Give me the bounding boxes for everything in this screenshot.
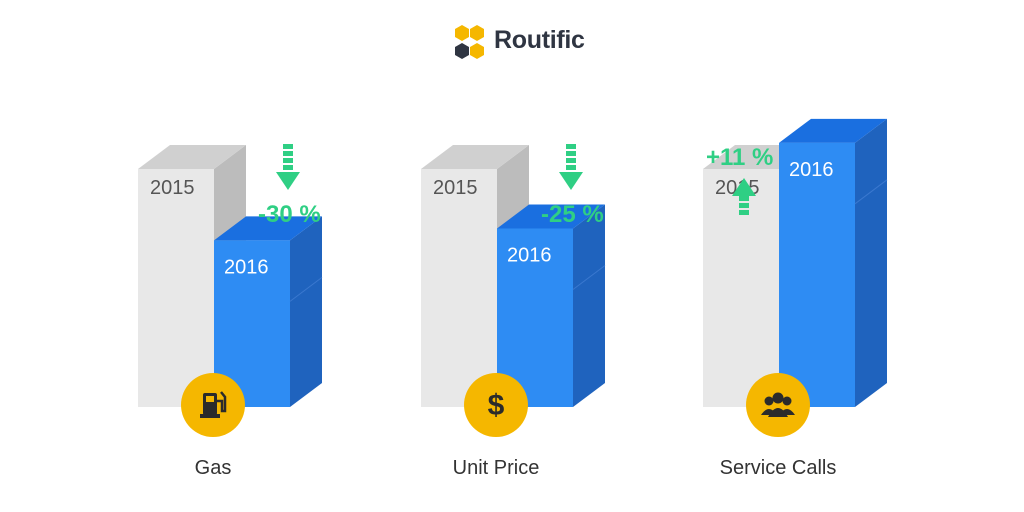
change-label: +11 % <box>706 144 773 171</box>
bar-2016 <box>779 142 855 407</box>
people-icon-body-center <box>768 408 788 417</box>
bar-2016-edge <box>572 265 606 290</box>
bar-2016-label: 2016 <box>507 245 552 267</box>
bar-2016-label: 2016 <box>789 159 834 181</box>
bar-2015-label: 2015 <box>150 177 195 199</box>
arrow-down-segment <box>283 158 293 163</box>
dollar-icon: $ <box>488 389 505 422</box>
bar-2016-side <box>290 216 322 407</box>
bar-2016-top <box>497 204 605 229</box>
arrow-down-segment <box>283 165 293 170</box>
gas-pump-window <box>206 396 214 402</box>
brand-name: Routific <box>494 26 585 54</box>
category-label: Gas <box>195 457 232 479</box>
bar-2015 <box>421 169 497 407</box>
arrow-down-segment <box>566 151 576 156</box>
bar-2016-edge <box>854 179 888 205</box>
arrow-down-segment <box>566 144 576 149</box>
arrow-down-segment <box>283 151 293 156</box>
arrow-down-segment <box>566 165 576 170</box>
bar-2015-label: 2015 <box>433 177 478 199</box>
bar-2015 <box>138 169 214 407</box>
arrow-down-icon <box>276 172 300 190</box>
change-label: -30 % <box>258 201 321 228</box>
change-label: -25 % <box>541 201 604 228</box>
icon-badge <box>746 373 810 437</box>
arrow-down-icon <box>559 172 583 190</box>
icon-badge <box>464 373 528 437</box>
category-label: Service Calls <box>720 457 837 479</box>
people-icon-center <box>772 392 784 404</box>
bar-2016-edge <box>289 276 323 302</box>
arrow-down-segment <box>566 158 576 163</box>
gas-pump-base <box>200 414 220 418</box>
arrow-down-segment <box>283 144 293 149</box>
routific-logo-icon <box>455 25 484 59</box>
bar-2016-top <box>214 216 322 241</box>
arrow-up-icon <box>732 178 756 196</box>
bar-2016-top <box>779 118 887 143</box>
gas-pump-hose <box>217 391 227 413</box>
bar-2015 <box>703 169 779 407</box>
arrow-up-segment <box>739 203 749 208</box>
category-label: Unit Price <box>453 457 540 479</box>
bar-2015-top <box>421 145 529 169</box>
arrow-up-segment <box>739 196 749 201</box>
bar-2015-top <box>138 145 246 169</box>
bar-2016-side <box>855 118 887 407</box>
bar-2016-label: 2016 <box>224 256 269 278</box>
people-icon <box>764 396 774 406</box>
arrow-up-segment <box>739 210 749 215</box>
bar-2016-side <box>573 204 605 407</box>
people-icon-right <box>782 396 792 406</box>
